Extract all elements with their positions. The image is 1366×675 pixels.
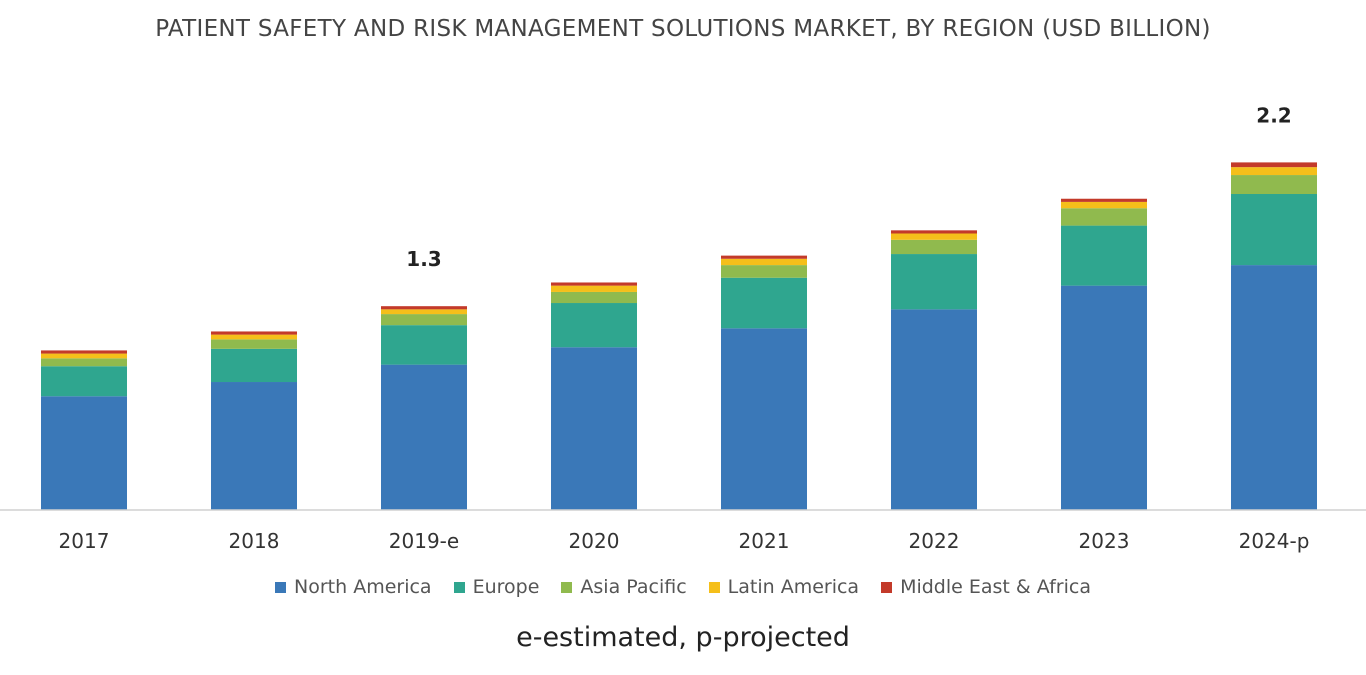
legend-label-latin-america: Latin America <box>727 576 860 598</box>
x-tick-label-2020: 2020 <box>569 529 620 553</box>
bar-segment-2017-europe <box>41 366 127 397</box>
bar-segment-2022-latin-america <box>891 233 977 240</box>
bar-segment-2020-europe <box>551 303 637 348</box>
x-tick-label-2018: 2018 <box>229 529 280 553</box>
legend-item-europe: Europe <box>453 576 540 598</box>
x-tick-label-2022: 2022 <box>909 529 960 553</box>
legend-swatch-north-america <box>275 581 287 593</box>
bar-segment-2017-middle-east-africa <box>41 350 127 354</box>
x-tick-label-2021: 2021 <box>739 529 790 553</box>
legend-swatch-middle-east-africa <box>881 581 893 593</box>
legend-swatch-latin-america <box>708 581 720 593</box>
x-tick-label-2019-e: 2019-e <box>389 529 459 553</box>
bar-segment-2019-e-north-america <box>381 364 467 510</box>
bar-segment-2020-asia-pacific <box>551 291 637 304</box>
bar-segment-2021-asia-pacific <box>721 265 807 278</box>
bar-segment-2021-latin-america <box>721 258 807 266</box>
bar-segment-2018-asia-pacific <box>211 339 297 349</box>
bar-segment-2022-asia-pacific <box>891 239 977 255</box>
bar-segment-2020-latin-america <box>551 285 637 292</box>
legend-item-asia-pacific: Asia Pacific <box>561 576 687 598</box>
bar-segment-2024-p-europe <box>1231 194 1317 266</box>
bar-segment-2018-europe <box>211 348 297 383</box>
bar-segment-2017-latin-america <box>41 353 127 359</box>
bar-segment-2022-europe <box>891 254 977 310</box>
bar-segment-2020-north-america <box>551 347 637 510</box>
chart-plot-area: 2017 2018 2019-e 2020 2021 2022 2023 2024-p 1.3… <box>0 103 1366 553</box>
chart-title: PATIENT SAFETY AND RISK MANAGEMENT SOLUT… <box>155 16 1211 42</box>
bar-segment-2023-middle-east-africa <box>1061 198 1147 202</box>
bar-segment-2018-north-america <box>211 382 297 510</box>
legend-swatch-asia-pacific <box>561 581 573 593</box>
legend-swatch-europe <box>453 581 465 593</box>
bar-segment-2018-latin-america <box>211 334 297 340</box>
data-labels: 1.3 2.2 <box>406 103 1291 271</box>
bar-segment-2017-north-america <box>41 396 127 510</box>
bars-layer <box>41 162 1317 510</box>
bar-segment-2020-middle-east-africa <box>551 282 637 286</box>
x-tick-label-2023: 2023 <box>1079 529 1130 553</box>
legend: North America Europe Asia Pacific Latin Ame… <box>0 570 1366 604</box>
bar-segment-2019-e-latin-america <box>381 309 467 315</box>
bar-segment-2022-north-america <box>891 309 977 510</box>
bar-segment-2022-middle-east-africa <box>891 230 977 234</box>
x-tick-label-2024-p: 2024-p <box>1239 529 1310 553</box>
bar-segment-2021-europe <box>721 277 807 329</box>
bar-segment-2019-e-europe <box>381 325 467 365</box>
bar-segment-2024-p-latin-america <box>1231 167 1317 176</box>
bar-segment-2024-p-asia-pacific <box>1231 175 1317 194</box>
x-tick-labels: 2017 2018 2019-e 2020 2021 2022 2023 2024-p <box>59 529 1310 553</box>
bar-segment-2024-p-middle-east-africa <box>1231 162 1317 168</box>
legend-item-latin-america: Latin America <box>708 576 860 598</box>
x-tick-label-2017: 2017 <box>59 529 110 553</box>
legend-label-asia-pacific: Asia Pacific <box>580 576 687 598</box>
bar-segment-2021-middle-east-africa <box>721 255 807 259</box>
bar-segment-2023-asia-pacific <box>1061 208 1147 226</box>
legend-item-middle-east-africa: Middle East & Africa <box>881 576 1091 598</box>
bar-segment-2017-asia-pacific <box>41 358 127 367</box>
data-label-2024-p: 2.2 <box>1256 103 1291 127</box>
bar-segment-2019-e-asia-pacific <box>381 314 467 326</box>
data-label-2019-e: 1.3 <box>406 247 441 271</box>
legend-item-north-america: North America <box>275 576 432 598</box>
bar-segment-2023-europe <box>1061 225 1147 286</box>
footnote: e-estimated, p-projected <box>516 622 850 653</box>
bar-segment-2023-latin-america <box>1061 201 1147 209</box>
bar-segment-2018-middle-east-africa <box>211 331 297 335</box>
bar-segment-2021-north-america <box>721 328 807 510</box>
bar-segment-2024-p-north-america <box>1231 265 1317 510</box>
bar-segment-2023-north-america <box>1061 285 1147 510</box>
legend-label-north-america: North America <box>294 576 432 598</box>
legend-label-europe: Europe <box>472 576 540 598</box>
legend-label-middle-east-africa: Middle East & Africa <box>900 576 1091 598</box>
bar-segment-2019-e-middle-east-africa <box>381 306 467 310</box>
